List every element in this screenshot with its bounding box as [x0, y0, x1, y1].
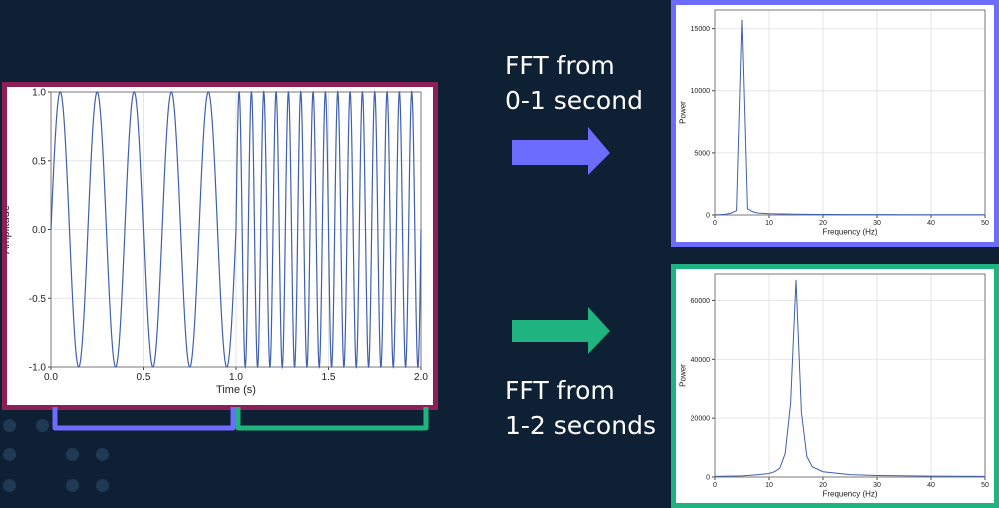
- plot-frame: [714, 9, 986, 216]
- decorative-dot: [66, 448, 79, 461]
- y-tick-label: 40000: [691, 357, 711, 364]
- x-tick-label: 40: [927, 220, 935, 227]
- bracket-1-2s: [235, 407, 429, 431]
- decorative-dot: [36, 419, 49, 432]
- x-tick-label: 0: [713, 482, 717, 489]
- fft-0-1s-panel: 0 10 20 30 40 50 0 5000 10000 15000 Frequency (Hz)…: [671, 0, 999, 247]
- y-tick-label: 5000: [694, 150, 710, 157]
- x-tick-label: 20: [819, 220, 827, 227]
- y-tick-label: 0.5: [32, 156, 46, 167]
- x-tick-label: 10: [765, 482, 773, 489]
- decorative-dot: [3, 479, 16, 492]
- caption-line: FFT from: [505, 376, 615, 405]
- x-tick-label: 50: [981, 482, 989, 489]
- signal-series-line: [50, 89, 422, 370]
- caption-fft-1-2s: FFT from 1-2 seconds: [505, 373, 656, 443]
- arrow-right-icon: [512, 127, 610, 175]
- y-tick-label: -1.0: [29, 363, 47, 374]
- signal-panel: 0.0 0.5 1.0 1.5 2.0 -1.0 -0.5 0.0 0.5 1.0 Time (s)…: [0, 82, 438, 410]
- caption-fft-0-1s: FFT from 0-1 second: [505, 48, 643, 118]
- y-tick-label: 0: [706, 212, 710, 219]
- y-tick-label: 60000: [691, 298, 711, 305]
- x-tick-label: 30: [873, 482, 881, 489]
- fft-0-1s-chart: 0 10 20 30 40 50 0 5000 10000 15000 Frequency (Hz)…: [679, 9, 989, 237]
- x-tick-label: 0: [713, 220, 717, 227]
- caption-line: 1-2 seconds: [505, 411, 656, 440]
- y-tick-label: 15000: [691, 26, 711, 33]
- arrow-right-icon: [512, 307, 610, 354]
- power-series-line: [714, 19, 986, 216]
- y-tick-label: 10000: [691, 88, 711, 95]
- y-axis-label: Amplitude: [7, 205, 12, 254]
- x-axis-label: Frequency (Hz): [822, 228, 877, 237]
- plot-frame: [714, 273, 986, 478]
- x-tick-label: 50: [981, 220, 989, 227]
- decorative-dot: [96, 479, 109, 492]
- decorative-dot: [3, 419, 16, 432]
- bracket-0-1s: [52, 407, 236, 431]
- x-axis-label: Frequency (Hz): [822, 490, 877, 499]
- x-tick-label: 0.5: [137, 372, 151, 383]
- x-tick-label: 20: [819, 482, 827, 489]
- y-axis-label: Power: [679, 101, 688, 124]
- x-tick-label: 0.0: [44, 372, 58, 383]
- y-tick-label: 1.0: [32, 88, 46, 99]
- caption-line: 0-1 second: [505, 86, 643, 115]
- y-tick-label: 20000: [691, 416, 711, 423]
- x-tick-label: 30: [873, 220, 881, 227]
- decorative-dot: [3, 448, 16, 461]
- y-tick-label: 0.0: [32, 225, 46, 236]
- decorative-dot: [66, 479, 79, 492]
- x-tick-label: 1.5: [322, 372, 336, 383]
- x-axis-label: Time (s): [216, 384, 256, 396]
- x-tick-label: 1.0: [229, 372, 243, 383]
- x-tick-label: 10: [765, 220, 773, 227]
- power-series-line: [714, 279, 986, 477]
- y-axis-label: Power: [679, 364, 688, 387]
- decorative-dot: [96, 448, 109, 461]
- fft-1-2s-chart: 0 10 20 30 40 50 0 20000 40000 60000 Frequency (Hz…: [679, 273, 989, 499]
- y-tick-label: 0: [706, 474, 710, 481]
- y-tick-label: -0.5: [29, 294, 47, 305]
- x-tick-label: 2.0: [414, 372, 428, 383]
- x-tick-label: 40: [927, 482, 935, 489]
- fft-1-2s-panel: 0 10 20 30 40 50 0 20000 40000 60000 Frequency (Hz…: [671, 264, 999, 508]
- caption-line: FFT from: [505, 51, 615, 80]
